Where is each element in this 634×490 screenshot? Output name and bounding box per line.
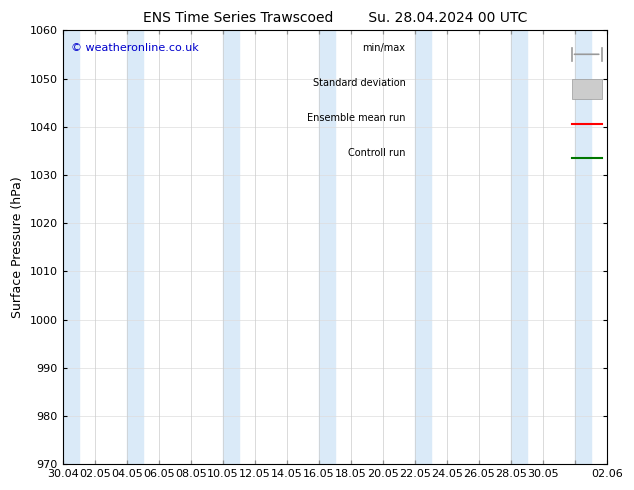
Bar [63, 30, 79, 464]
Bar [223, 30, 239, 464]
Y-axis label: Surface Pressure (hPa): Surface Pressure (hPa) [11, 176, 24, 318]
Text: Controll run: Controll run [348, 147, 406, 157]
Text: Ensemble mean run: Ensemble mean run [307, 113, 406, 123]
Bar [319, 30, 335, 464]
Title: ENS Time Series Trawscoed        Su. 28.04.2024 00 UTC: ENS Time Series Trawscoed Su. 28.04.2024… [143, 11, 527, 25]
Bar [572, 79, 602, 98]
Text: © weatheronline.co.uk: © weatheronline.co.uk [71, 44, 198, 53]
Text: min/max: min/max [363, 44, 406, 53]
Bar [127, 30, 143, 464]
Bar [575, 30, 591, 464]
Bar [511, 30, 527, 464]
Bar [415, 30, 431, 464]
Text: Standard deviation: Standard deviation [313, 78, 406, 88]
